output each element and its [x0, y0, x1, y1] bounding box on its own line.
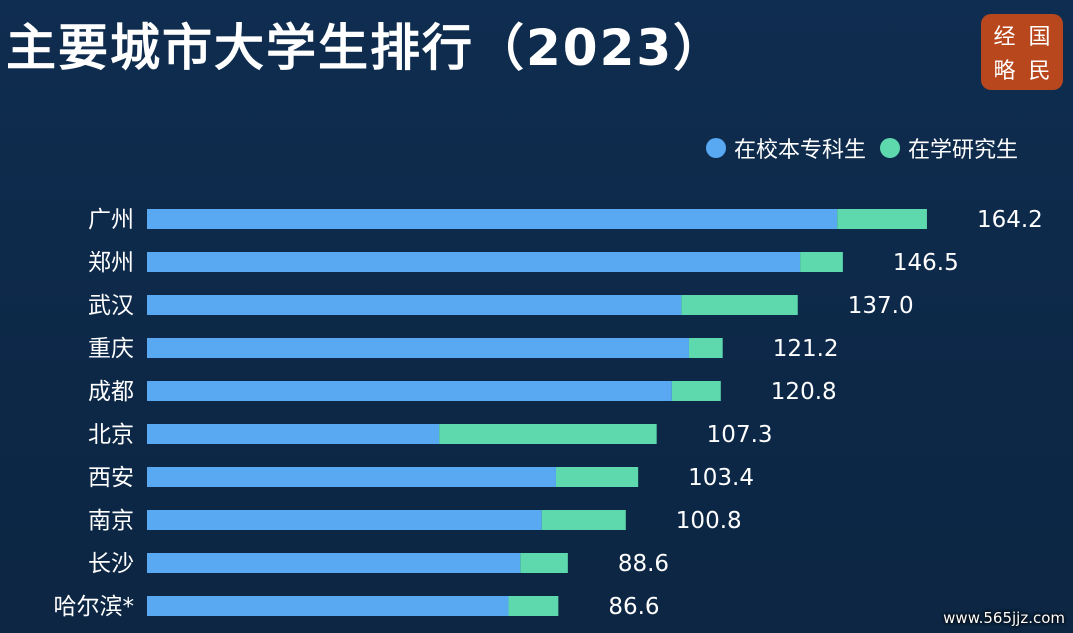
bar-graduate	[837, 209, 927, 229]
chart-title: 主要城市大学生排行（2023）	[6, 19, 726, 77]
legend-label-undergrad: 在校本专科生	[734, 138, 867, 163]
value-label: 164.2	[977, 207, 1043, 233]
legend-item-graduate: 在学研究生	[880, 132, 1018, 164]
value-label: 137.0	[848, 293, 914, 319]
bar-undergrad	[147, 209, 838, 229]
bar-graduate	[688, 338, 723, 358]
bar-undergrad	[147, 596, 509, 616]
value-label: 100.8	[676, 508, 742, 534]
logo-char-2: 国	[1028, 25, 1051, 50]
logo-char-1: 经	[993, 25, 1016, 50]
category-label: 长沙	[88, 551, 134, 577]
value-label: 103.4	[688, 465, 754, 491]
bar-undergrad	[147, 295, 682, 315]
brand-logo: 经 国 略 民	[981, 14, 1063, 90]
watermark-url: www.565jjz.com	[943, 609, 1065, 627]
category-label: 哈尔滨*	[54, 594, 135, 620]
category-label: 北京	[88, 422, 134, 448]
bar-graduate	[671, 381, 721, 401]
bar-undergrad	[147, 553, 521, 573]
category-label: 广州	[88, 207, 134, 233]
bar-graduate	[800, 252, 843, 272]
bar-undergrad	[147, 381, 672, 401]
bar-graduate	[508, 596, 559, 616]
logo-char-4: 民	[1028, 59, 1051, 84]
chart-legend: 在校本专科生 在学研究生	[706, 132, 1032, 164]
bar-graduate	[541, 510, 626, 530]
category-label: 重庆	[88, 336, 134, 362]
legend-item-undergrad: 在校本专科生	[706, 132, 866, 164]
value-label: 146.5	[893, 250, 959, 276]
value-label: 120.8	[771, 379, 837, 405]
category-label: 成都	[88, 379, 134, 405]
bar-undergrad	[147, 424, 440, 444]
value-label: 107.3	[707, 422, 773, 448]
category-label: 西安	[88, 465, 134, 491]
legend-marker-graduate	[880, 138, 901, 158]
bar-undergrad	[147, 252, 801, 272]
value-label: 86.6	[608, 594, 659, 620]
bar-undergrad	[147, 338, 689, 358]
legend-marker-undergrad	[706, 138, 726, 158]
bar-graduate	[439, 424, 657, 444]
bar-graduate	[681, 295, 798, 315]
bar-graduate	[520, 553, 568, 573]
legend-label-graduate: 在学研究生	[908, 138, 1019, 163]
category-label: 郑州	[88, 250, 134, 276]
bar-undergrad	[147, 467, 556, 487]
bar-undergrad	[147, 510, 542, 530]
category-label: 南京	[88, 508, 134, 534]
bar-graduate	[555, 467, 639, 487]
logo-char-3: 略	[993, 59, 1016, 84]
value-label: 88.6	[618, 551, 669, 577]
value-label: 121.2	[773, 336, 839, 362]
category-label: 武汉	[88, 293, 134, 319]
